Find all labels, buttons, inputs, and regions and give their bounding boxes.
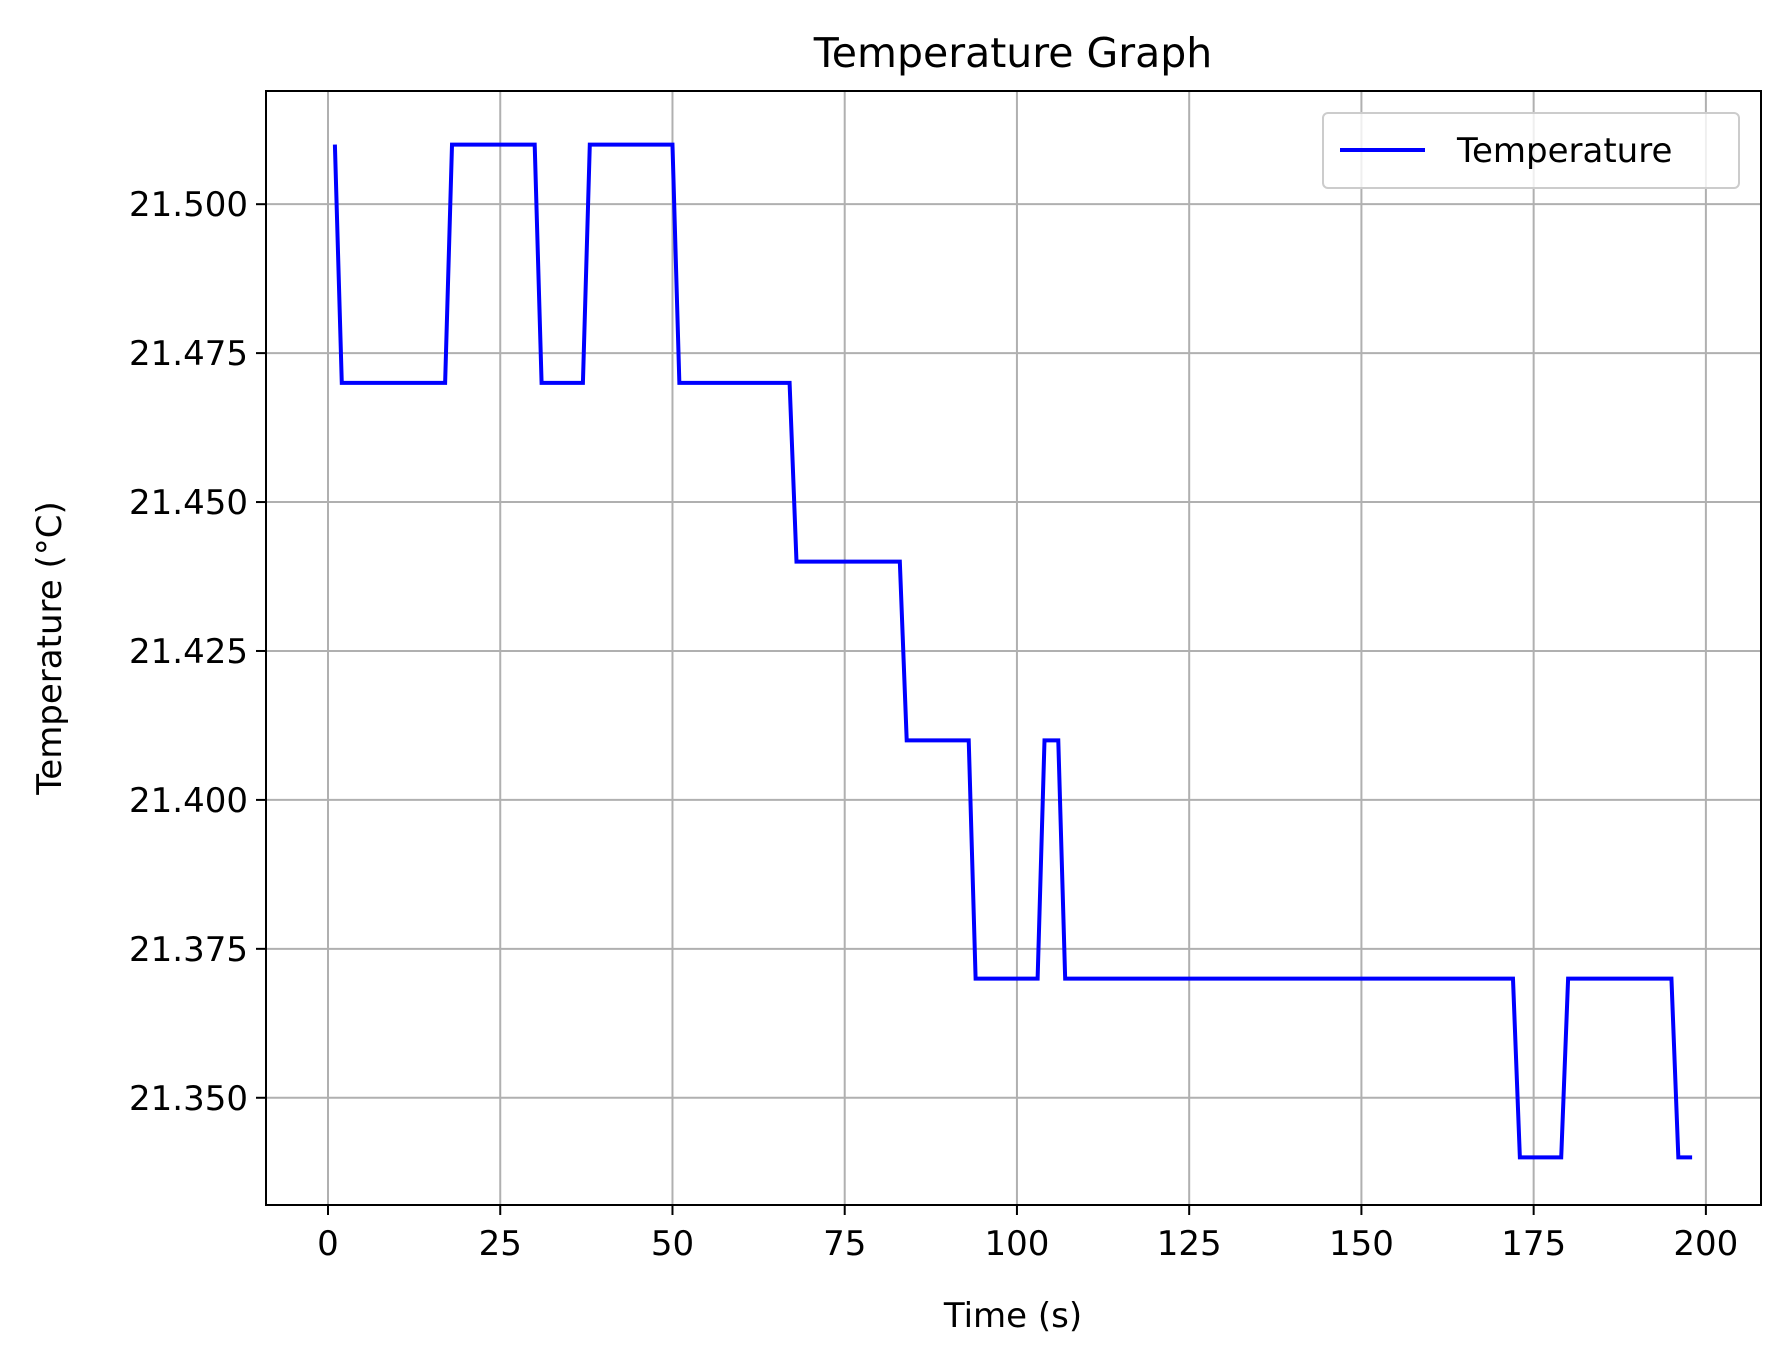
y-tick-label: 21.375 (129, 930, 248, 970)
x-tick-label: 0 (317, 1224, 339, 1264)
x-tick-label: 25 (479, 1224, 522, 1264)
x-axis-label: Time (s) (943, 1296, 1082, 1336)
x-tick-label: 175 (1501, 1224, 1566, 1264)
y-tick-label: 21.475 (129, 334, 248, 374)
y-tick-label: 21.400 (129, 781, 248, 821)
chart-title: Temperature Graph (813, 29, 1213, 77)
y-tick-label: 21.425 (129, 632, 248, 672)
x-tick-label: 75 (823, 1224, 866, 1264)
y-tick-label: 21.500 (129, 185, 248, 225)
x-tick-label: 125 (1157, 1224, 1222, 1264)
grid-layer (266, 91, 1761, 1205)
legend-box (1322, 112, 1740, 189)
tick-layer: 0 25 50 75 100 125 150 175 200 21.350 21.375 21.400… (129, 185, 1738, 1264)
legend-label: Temperature (1456, 131, 1672, 171)
legend: Temperature (1322, 112, 1740, 189)
x-tick-label: 50 (651, 1224, 694, 1264)
x-tick-label: 150 (1329, 1224, 1394, 1264)
series-line-temperature (332, 142, 1693, 1160)
x-tick-label: 200 (1673, 1224, 1738, 1264)
y-tick-label: 21.450 (129, 483, 248, 523)
data-layer (332, 142, 1693, 1160)
y-axis-label: Temperature (°C) (30, 501, 70, 795)
plot-frame (265, 90, 1762, 1206)
x-tick-label: 100 (984, 1224, 1049, 1264)
y-tick-label: 21.350 (129, 1079, 248, 1119)
